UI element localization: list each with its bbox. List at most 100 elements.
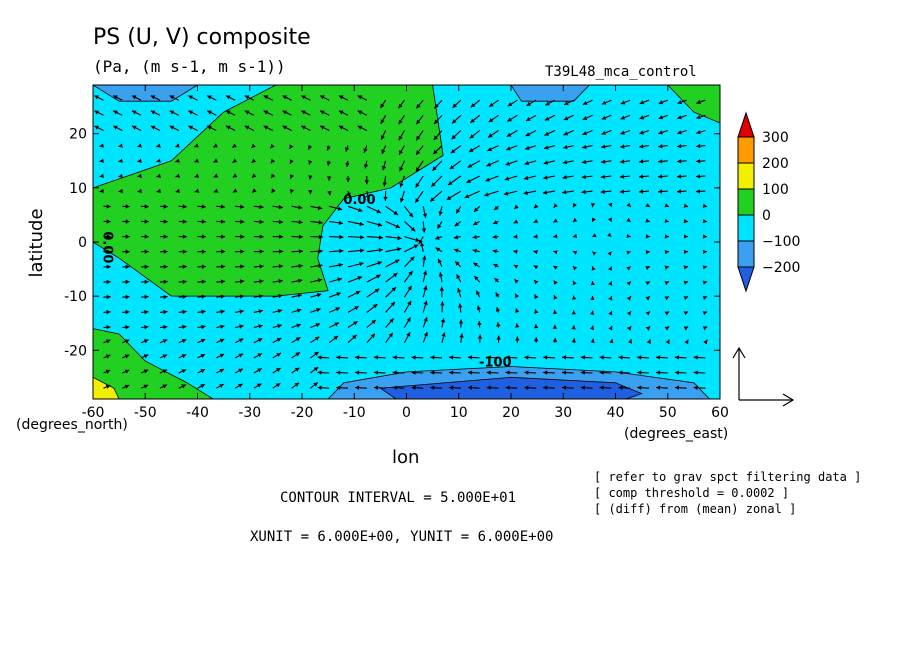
wind-vector — [272, 324, 282, 329]
wind-vector — [385, 235, 402, 241]
wind-vector — [618, 370, 631, 375]
wind-vector — [601, 129, 612, 135]
wind-vector — [197, 383, 206, 389]
wind-vector — [553, 234, 558, 239]
wind-vector — [495, 292, 500, 298]
wind-vector — [657, 189, 668, 194]
wind-vector — [103, 354, 111, 359]
wind-vector — [677, 114, 687, 120]
wind-vector — [269, 143, 275, 149]
wind-vector — [683, 311, 689, 316]
wind-vector — [533, 234, 538, 239]
wind-vector — [695, 174, 706, 179]
wind-vector — [452, 99, 462, 109]
wind-vector — [493, 263, 499, 268]
wind-vector — [103, 249, 111, 254]
wind-vector — [103, 384, 111, 389]
wind-vector — [572, 217, 578, 223]
wind-vector — [272, 234, 284, 239]
wind-vector — [216, 338, 225, 344]
wind-vector — [94, 125, 104, 131]
wind-vector — [251, 143, 256, 149]
wind-vector — [329, 277, 343, 283]
wind-vector — [310, 234, 323, 240]
y-tick-label: 20 — [69, 127, 87, 143]
wind-vector — [141, 325, 149, 330]
y-unit-label: (degrees_north) — [16, 417, 128, 433]
wind-vector — [403, 317, 411, 328]
wind-vector — [514, 293, 520, 299]
wind-vector — [308, 190, 313, 195]
wind-vector — [141, 204, 149, 209]
wind-vector — [253, 353, 263, 359]
wind-vector — [328, 335, 339, 344]
wind-vector — [656, 355, 668, 360]
wind-vector — [137, 158, 142, 163]
wind-vector — [159, 234, 168, 239]
contour-region — [510, 85, 590, 102]
wind-vector — [415, 130, 424, 141]
contour-region — [93, 376, 120, 399]
wind-vector — [664, 234, 669, 239]
wind-vector — [213, 173, 219, 178]
wind-vector — [175, 143, 180, 148]
wind-vector — [122, 309, 130, 315]
plot-area — [93, 85, 720, 399]
wind-vector — [137, 143, 142, 148]
vector-units: XUNIT = 6.000E+00, YUNIT = 6.000E+00 — [250, 529, 553, 545]
wind-vector — [404, 244, 419, 253]
wind-vector — [99, 143, 104, 148]
wind-vector — [492, 234, 499, 239]
wind-vector — [581, 174, 593, 180]
wind-vector — [272, 279, 283, 284]
wind-vector — [563, 129, 574, 136]
wind-vector — [357, 110, 368, 116]
wind-vectors — [94, 95, 708, 390]
wind-vector — [696, 159, 706, 164]
wind-vector — [581, 189, 593, 195]
wind-vector — [472, 234, 480, 240]
wind-vector — [338, 125, 349, 131]
wind-vector — [466, 175, 480, 184]
wind-vector — [553, 280, 558, 285]
wind-vector — [178, 279, 187, 284]
wind-vector — [492, 249, 499, 254]
wind-vector — [216, 294, 225, 299]
wind-vector — [607, 232, 612, 238]
wind-vector — [263, 110, 273, 116]
wind-vector — [553, 294, 558, 300]
wind-vector — [103, 279, 111, 285]
wind-vector — [253, 219, 264, 224]
wind-vector — [473, 205, 481, 213]
wind-vector — [620, 114, 631, 120]
wind-vector — [418, 236, 424, 245]
wind-vector — [159, 384, 168, 389]
wind-vector — [447, 175, 462, 186]
wind-vector — [683, 203, 689, 208]
wind-vector — [637, 385, 649, 390]
wind-vector — [453, 235, 461, 240]
wind-vector — [645, 281, 651, 286]
wind-vector — [231, 143, 237, 148]
chart-title: PS (U, V) composite — [93, 25, 311, 50]
wind-vector — [310, 205, 323, 210]
wind-vector — [464, 190, 480, 199]
wind-vector — [639, 129, 650, 135]
wind-vector — [310, 323, 321, 329]
wind-vector — [608, 202, 613, 208]
wind-vector — [454, 260, 462, 268]
wind-vector — [436, 221, 443, 229]
y-tick-label: -20 — [64, 343, 87, 359]
wind-vector — [403, 285, 413, 298]
wind-vector — [310, 308, 321, 313]
wind-vector — [103, 339, 111, 344]
wind-vector — [103, 294, 111, 300]
wind-vector — [366, 261, 383, 268]
wind-vector — [159, 339, 168, 344]
wind-vector — [430, 385, 443, 390]
wind-vector — [656, 370, 668, 375]
wind-vector — [432, 145, 443, 155]
wind-vector — [553, 218, 558, 223]
wind-vector — [626, 295, 632, 301]
wind-vector — [122, 369, 130, 374]
